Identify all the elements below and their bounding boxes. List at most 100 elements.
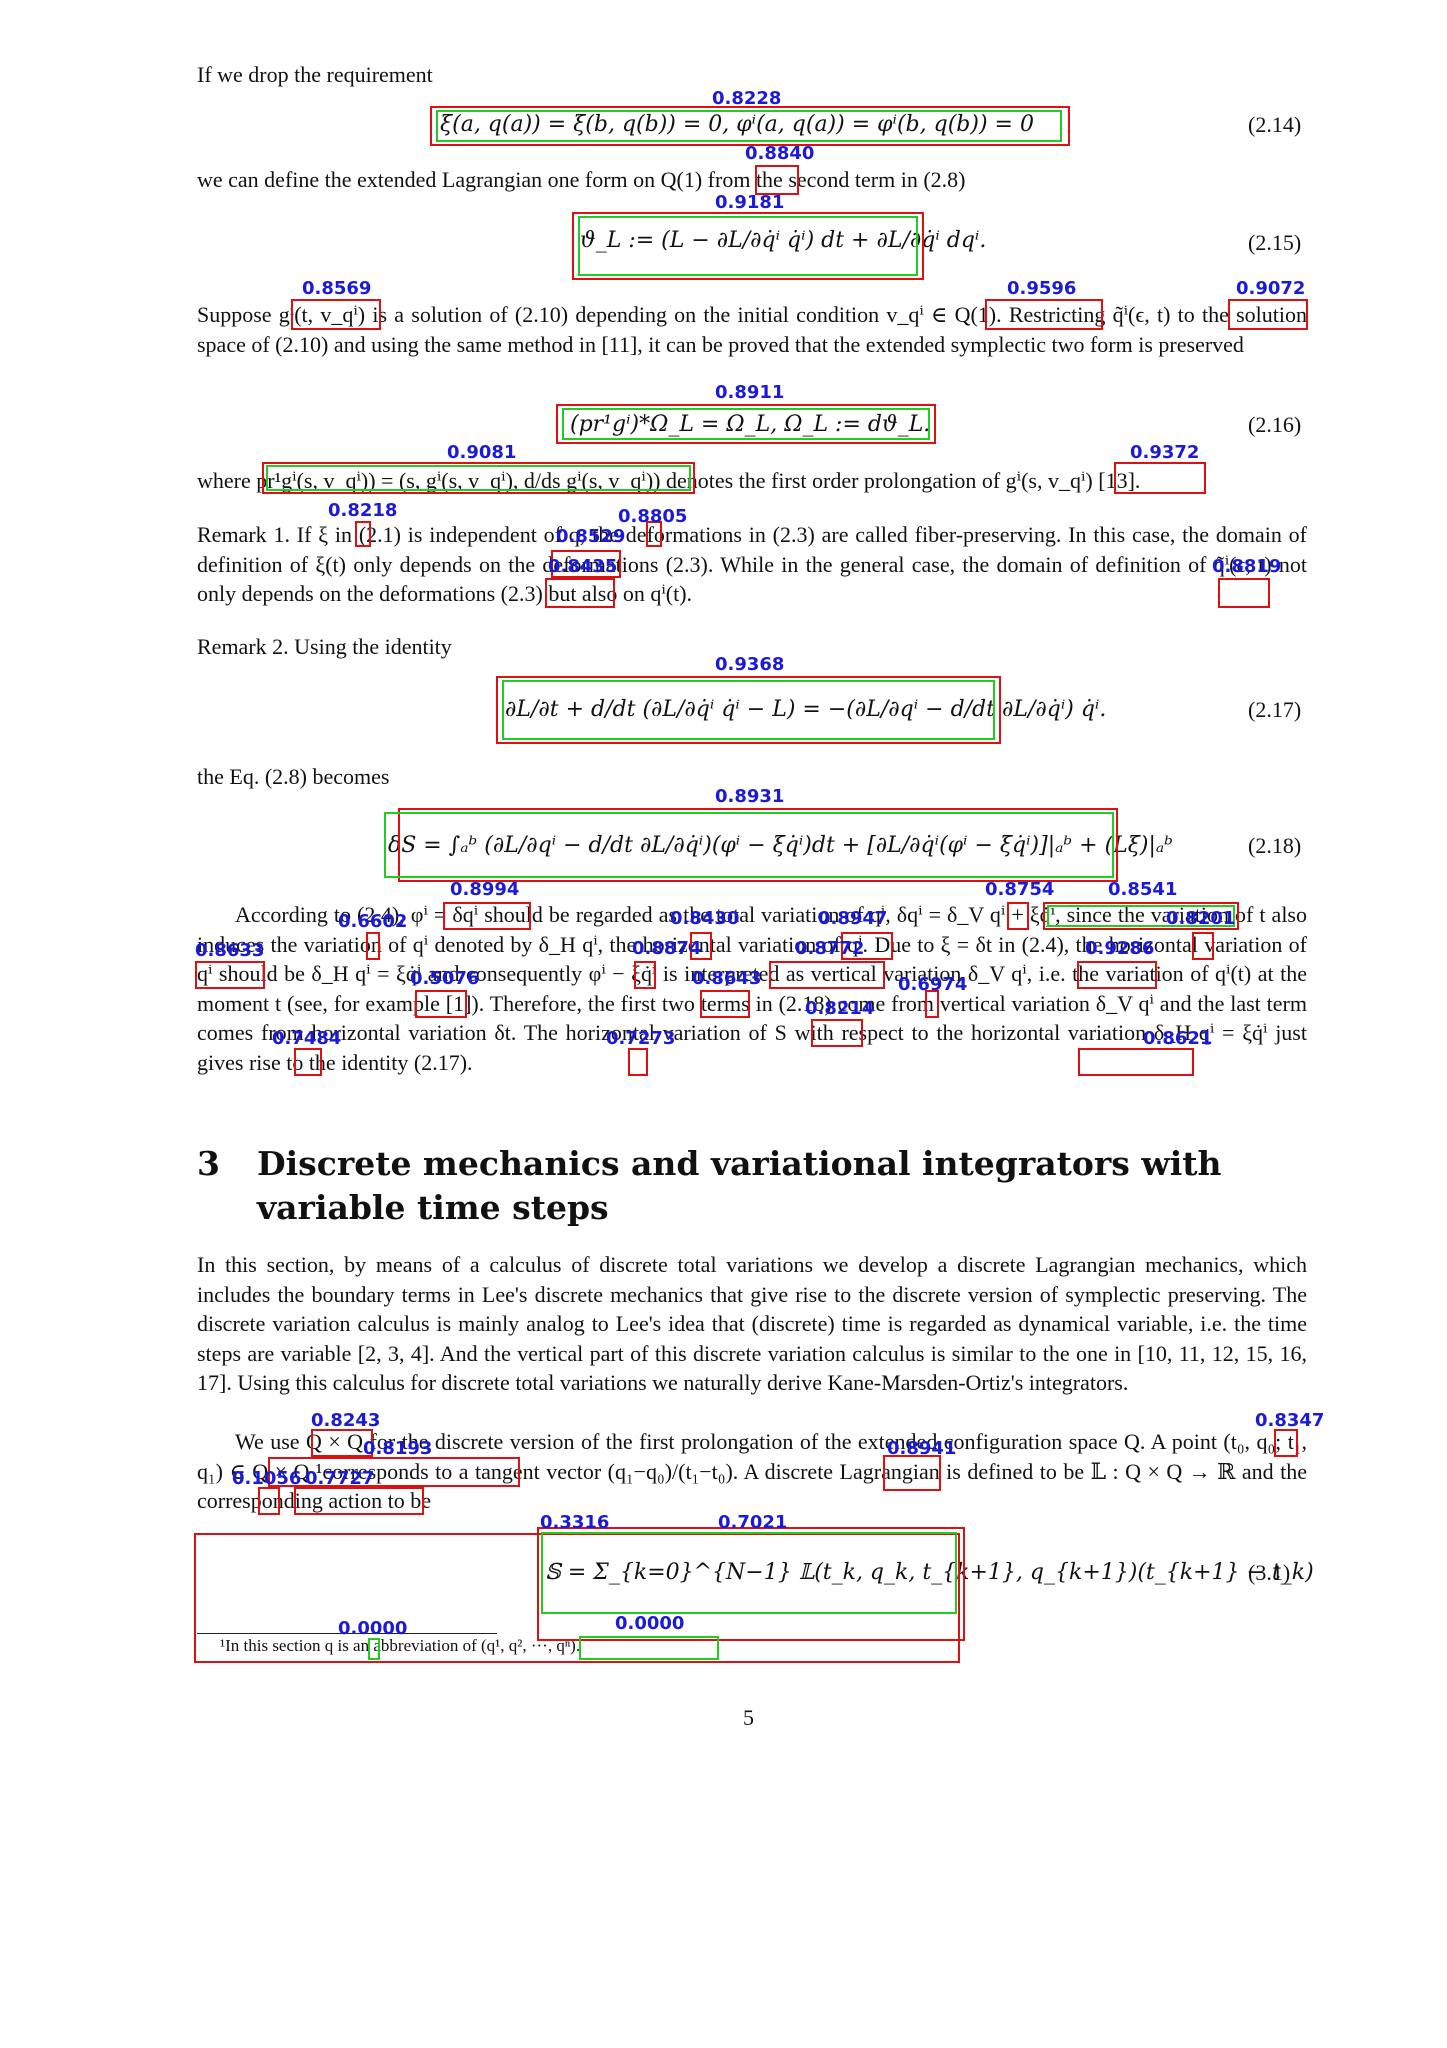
equation-2-16: (pr¹gⁱ)*Ω_L = Ω_L, Ω_L := dϑ_L.: [570, 412, 931, 437]
pred-box: [194, 1533, 960, 1663]
score-label: 0.8228: [712, 88, 782, 109]
pred-box: [1077, 961, 1157, 989]
pred-box: [355, 521, 371, 547]
score-label: 0.9081: [447, 442, 517, 463]
score-label: 0.7021: [718, 1512, 788, 1533]
score-label: 0.8643: [692, 968, 762, 989]
equation-2-17: ∂L/∂t + d/dt (∂L/∂q̇ⁱ q̇ⁱ − L) = −(∂L/∂q…: [505, 697, 1107, 722]
pred-box: [1007, 902, 1029, 930]
section-title: Discrete mechanics and variational integ…: [257, 1144, 1222, 1227]
pred-box: [1274, 1429, 1298, 1457]
gt-box: [502, 680, 995, 740]
paragraph-eq-becomes: the Eq. (2.8) becomes: [197, 764, 390, 789]
eqno-2-15: (2.15): [1248, 230, 1302, 255]
pred-box: [415, 990, 467, 1018]
paragraph-extended-one-form: we can define the extended Lagrangian on…: [197, 167, 966, 192]
score-label: 0.8941: [887, 1438, 957, 1459]
gt-box: [1047, 905, 1235, 927]
eqno-3-1: (3.1): [1248, 1560, 1291, 1585]
score-label: 0.1056: [232, 1468, 302, 1489]
gt-box: [579, 1636, 719, 1660]
score-label: 0.9072: [1236, 278, 1306, 299]
score-label: 0.8772: [795, 938, 865, 959]
pred-box: [925, 990, 939, 1018]
equation-2-18: δS = ∫ₐᵇ (∂L/∂qⁱ − d/dt ∂L/∂q̇ⁱ)(φⁱ − ξq…: [388, 833, 1173, 858]
score-label: 0.8805: [618, 506, 688, 527]
pred-box: [811, 1019, 863, 1047]
score-label: 0.8193: [363, 1438, 433, 1459]
score-label: 0.8911: [715, 382, 785, 403]
gt-box: [384, 812, 1114, 878]
score-label: 0.8430: [670, 908, 740, 929]
score-label: 0.7273: [606, 1028, 676, 1049]
remark-2: Remark 2. Using the identity: [197, 634, 452, 659]
score-label: 0.9596: [1007, 278, 1077, 299]
score-label: 0.8214: [805, 998, 875, 1019]
footnote-rule: [197, 1633, 497, 1634]
pred-box: [1078, 1048, 1194, 1076]
score-label: 0.5076: [410, 968, 480, 989]
score-label: 0.6974: [898, 974, 968, 995]
score-label: 0.8621: [1143, 1028, 1213, 1049]
score-label: 0.8840: [745, 143, 815, 164]
score-label: 0.8819: [1212, 556, 1282, 577]
pred-box: [690, 932, 712, 960]
pred-box: [985, 299, 1103, 330]
score-label: 0.8931: [715, 786, 785, 807]
pred-box: [496, 676, 1001, 744]
score-label: 0.8243: [311, 1410, 381, 1431]
gt-box: [562, 408, 930, 440]
pred-box: [294, 1048, 322, 1076]
score-label: 0.0000: [338, 1618, 408, 1639]
pred-box: [700, 990, 750, 1018]
pred-box: [195, 961, 265, 989]
pred-box: [769, 961, 885, 989]
score-label: 0.9181: [715, 192, 785, 213]
remark-1: Remark 1. If ξ in (2.1) is independent o…: [197, 522, 1307, 606]
score-label: 0.8541: [1108, 879, 1178, 900]
pred-box: [1218, 578, 1270, 608]
eqno-2-16: (2.16): [1248, 412, 1302, 437]
score-label: 0.6602: [338, 911, 408, 932]
pred-box: [398, 808, 1118, 882]
gt-box: [368, 1638, 380, 1660]
pred-box: [646, 521, 662, 547]
paragraph-in-this-section: In this section, by means of a calculus …: [197, 1252, 1307, 1395]
score-label: 0.8874: [632, 938, 702, 959]
pred-box: [755, 165, 799, 195]
pred-box: [1228, 299, 1308, 330]
score-label: 0.9368: [715, 654, 785, 675]
score-label: 0.8994: [450, 879, 520, 900]
score-label: 0.8633: [195, 940, 265, 961]
score-label: 0.7727: [305, 1468, 375, 1489]
pred-box: [628, 1048, 648, 1076]
pred-box: [572, 212, 924, 280]
score-label: 0.7484: [272, 1028, 342, 1049]
score-label: 0.8754: [985, 879, 1055, 900]
pred-box: [262, 462, 695, 494]
pred-box: [430, 106, 1070, 146]
pred-box: [268, 1457, 520, 1487]
pred-box: [537, 1527, 965, 1641]
pred-box: [443, 902, 531, 930]
footnote: ¹In this section q is an abbreviation of…: [220, 1636, 581, 1655]
pred-box: [1192, 932, 1214, 960]
paragraph-where-prolongation: where pr¹gⁱ(s, v_qⁱ)) = (s, gⁱ(s, v_qⁱ),…: [197, 468, 1141, 493]
pred-box: [556, 404, 936, 444]
eqno-2-17: (2.17): [1248, 697, 1302, 722]
paragraph-we-use: We use Q × Q for the discrete version of…: [197, 1429, 1307, 1513]
score-label: 0.8529: [556, 526, 626, 547]
eqno-2-14: (2.14): [1248, 112, 1302, 137]
equation-2-14: ξ(a, q(a)) = ξ(b, q(b)) = 0, φⁱ(a, q(a))…: [440, 112, 1034, 137]
score-label: 0.8218: [328, 500, 398, 521]
score-label: 0.8435: [548, 556, 618, 577]
pred-box: [294, 1487, 424, 1515]
pred-box: [1114, 462, 1206, 494]
gt-box: [541, 1532, 957, 1614]
pred-box: [551, 550, 621, 578]
gt-box: [436, 110, 1062, 142]
score-label: 0.9372: [1130, 442, 1200, 463]
score-label: 0.8347: [1255, 1410, 1325, 1431]
score-label: 0.8201: [1166, 908, 1236, 929]
